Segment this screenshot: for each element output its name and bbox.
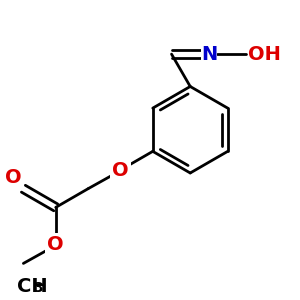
Text: CH: CH	[17, 277, 48, 296]
Text: O: O	[47, 235, 64, 254]
Text: O: O	[5, 168, 21, 187]
Text: N: N	[201, 45, 217, 64]
Text: 3: 3	[33, 281, 43, 295]
Text: OH: OH	[248, 45, 281, 64]
Text: O: O	[112, 160, 129, 179]
